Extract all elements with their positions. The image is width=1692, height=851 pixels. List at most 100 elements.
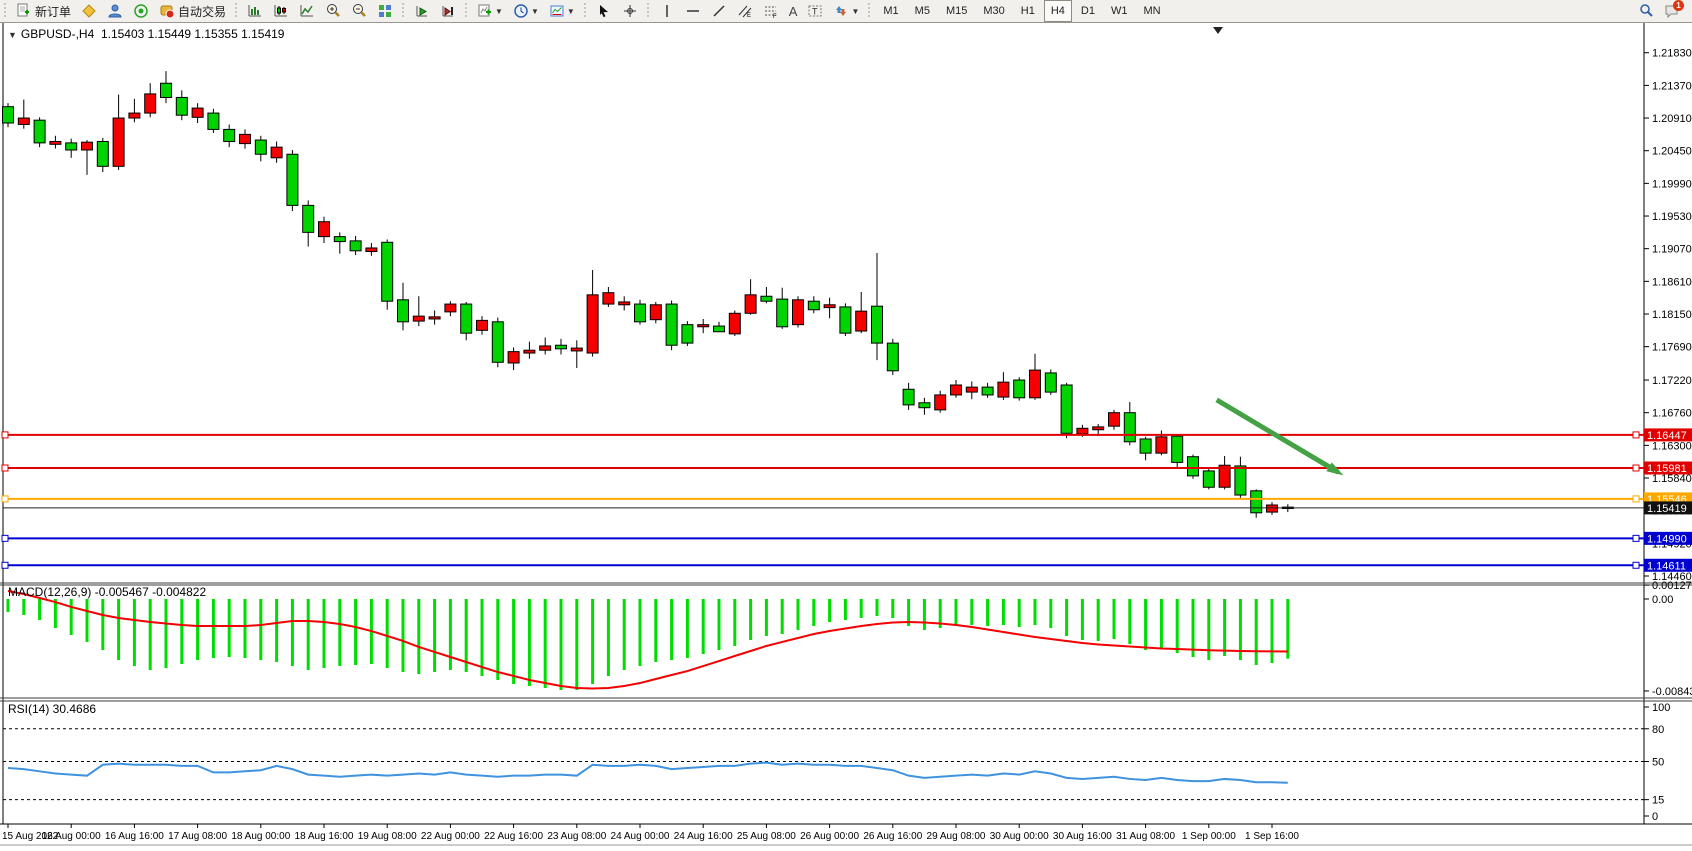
time-tick-label: 30 Aug 00:00 <box>990 831 1049 842</box>
toolbar-grip[interactable] <box>3 3 8 19</box>
price-label-box <box>1644 558 1692 572</box>
zoom-out-button[interactable] <box>347 0 371 22</box>
dropdown-caret-icon: ▼ <box>495 6 503 16</box>
timeframe-button-h1[interactable]: H1 <box>1020 5 1035 17</box>
price-tick-label: 1.21370 <box>1652 80 1692 92</box>
candle <box>444 303 457 313</box>
chart-shift-marker-icon[interactable] <box>1213 27 1223 34</box>
timeframe-button-m1[interactable]: M1 <box>883 5 899 17</box>
arrows-tool-button[interactable]: ▼ <box>829 0 863 22</box>
toolbar-grip[interactable] <box>464 3 470 19</box>
toolbar-grip[interactable] <box>234 3 240 19</box>
candlestick-mode-button[interactable] <box>269 0 293 22</box>
macd-tick-label: 0.00 <box>1652 594 1673 606</box>
candle <box>112 117 125 167</box>
candle <box>1266 504 1278 513</box>
price-label-text: 1.15981 <box>1647 463 1687 475</box>
timeframe-button-h4[interactable]: H4 <box>1043 0 1072 22</box>
line-handle[interactable] <box>1632 534 1640 542</box>
timeframe-button-m15[interactable]: M15 <box>945 5 968 17</box>
candlestick-icon <box>273 3 289 19</box>
new-order-button[interactable]: 新订单 <box>12 0 75 22</box>
bar-chart-mode-button[interactable] <box>243 0 267 22</box>
arrow-head-icon[interactable] <box>1326 462 1344 476</box>
line-handle[interactable] <box>1 534 9 542</box>
timeframe-button-mn[interactable]: MN <box>1143 5 1161 17</box>
tile-windows-button[interactable] <box>373 0 397 22</box>
signals-button[interactable] <box>129 0 153 22</box>
channel-tool-button[interactable]: E <box>733 0 757 22</box>
timeframe-button-w1[interactable]: W1 <box>1110 5 1128 17</box>
time-tick-label: 16 Aug 16:00 <box>105 831 164 842</box>
notification-badge: 1 <box>1673 0 1684 11</box>
timeframe-button-m30[interactable]: M30 <box>983 5 1005 17</box>
text-label-icon: T <box>807 3 823 19</box>
line-handle[interactable] <box>1 561 9 569</box>
candle <box>81 141 93 151</box>
auto-scroll-button[interactable] <box>410 0 434 22</box>
macd-tick-label: -0.008437 <box>1652 686 1692 698</box>
candle <box>570 347 583 352</box>
search-icon <box>1638 3 1654 19</box>
time-tick-label: 18 Aug 16:00 <box>295 831 354 842</box>
candle <box>823 304 836 309</box>
chart-dropdown-icon[interactable]: ▼ <box>8 30 17 40</box>
fibonacci-tool-button[interactable]: F <box>759 0 783 22</box>
line-handle[interactable] <box>1 464 9 472</box>
main-toolbar: 新订单 自动交易 <box>0 0 1692 23</box>
line-handle[interactable] <box>1 495 9 503</box>
cursor-tool-button[interactable] <box>592 0 616 22</box>
search-button[interactable] <box>1634 0 1658 22</box>
chart-shift-button[interactable] <box>436 0 460 22</box>
text-label-tool-button[interactable]: T <box>803 0 827 22</box>
template-icon <box>549 3 565 19</box>
crosshair-tool-button[interactable] <box>618 0 642 22</box>
indicators-menu-button[interactable]: ▼ <box>473 0 507 22</box>
line-handle[interactable] <box>1632 464 1640 472</box>
toolbar-grip[interactable] <box>645 3 651 19</box>
timeframe-button-m5[interactable]: M5 <box>914 5 930 17</box>
candle <box>1234 465 1247 496</box>
candle <box>760 295 773 302</box>
trend-arrow-object[interactable] <box>1215 397 1340 475</box>
macd-signal-line <box>7 590 1288 690</box>
trendline-tool-button[interactable] <box>707 0 731 22</box>
price-tick-label: 1.19070 <box>1652 244 1692 256</box>
line-handle[interactable] <box>1 431 9 439</box>
notifications-button[interactable]: 1 <box>1660 0 1684 22</box>
timeframe-button-d1[interactable]: D1 <box>1080 5 1095 17</box>
chart-title-bar[interactable]: ▼ GBPUSD-,H4 1.15403 1.15449 1.15355 1.15… <box>8 27 284 41</box>
rsi-tick-label: 80 <box>1652 724 1664 736</box>
price-tick-label: 1.20910 <box>1652 113 1692 125</box>
chart-canvas[interactable]: 1.21830 1.21370 1.20910 1.20450 1.19990 1.195… <box>0 23 1692 846</box>
periods-menu-button[interactable]: ▼ <box>509 0 543 22</box>
candle <box>65 142 78 151</box>
candle <box>286 153 299 206</box>
toolbar-grip[interactable] <box>867 3 873 19</box>
candle <box>934 394 947 411</box>
text-tool-button[interactable]: A <box>785 0 802 22</box>
auto-trading-icon <box>159 3 175 19</box>
candle <box>333 236 346 243</box>
toolbar-grip[interactable] <box>582 3 588 19</box>
time-tick-label: 25 Aug 08:00 <box>737 831 796 842</box>
line-handle[interactable] <box>1632 495 1640 503</box>
metaeditor-button[interactable] <box>77 0 101 22</box>
candle <box>1123 412 1136 443</box>
zoom-in-button[interactable] <box>321 0 345 22</box>
terminal-button[interactable] <box>103 0 127 22</box>
vertical-line-icon <box>659 3 675 19</box>
candle <box>476 319 488 331</box>
auto-trading-button[interactable]: 自动交易 <box>155 0 230 22</box>
dropdown-caret-icon: ▼ <box>566 6 575 16</box>
horizontal-line-tool-button[interactable] <box>681 0 705 22</box>
line-chart-mode-button[interactable] <box>295 0 319 22</box>
toolbar-grip[interactable] <box>401 3 407 19</box>
vertical-line-tool-button[interactable] <box>655 0 679 22</box>
tile-windows-icon <box>377 3 393 19</box>
line-handle[interactable] <box>1632 561 1640 569</box>
rsi-tick-label: 0 <box>1652 811 1658 823</box>
templates-menu-button[interactable]: ▼ <box>545 0 579 22</box>
line-handle[interactable] <box>1632 431 1640 439</box>
candle <box>1250 490 1263 514</box>
